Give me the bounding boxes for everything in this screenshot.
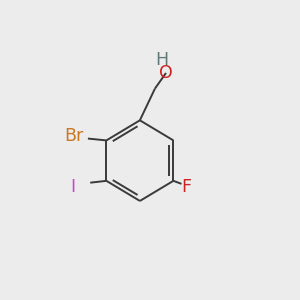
- Text: H: H: [155, 51, 168, 69]
- Text: I: I: [70, 178, 75, 196]
- Text: F: F: [181, 178, 191, 196]
- Text: Br: Br: [64, 127, 84, 145]
- Text: O: O: [159, 64, 173, 82]
